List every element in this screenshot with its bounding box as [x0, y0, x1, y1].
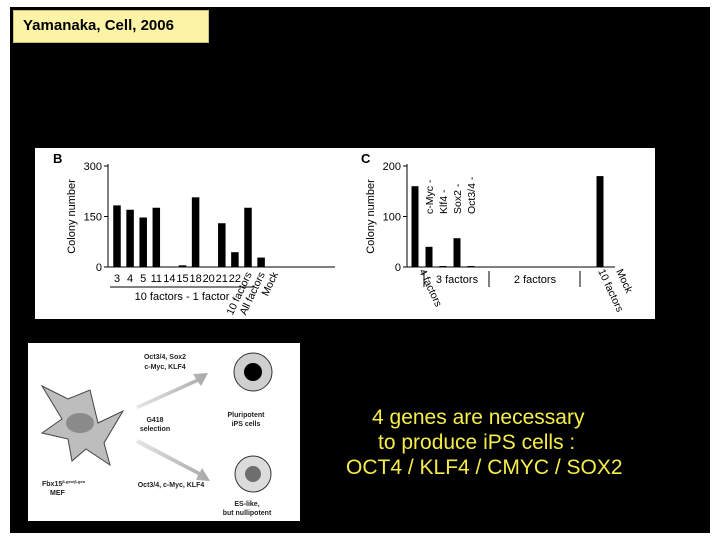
fibroblast-nucleus	[66, 413, 94, 433]
y-tick-label: 150	[84, 212, 102, 224]
selection-line2: selection	[140, 426, 170, 433]
reprogramming-schematic: Oct3/4, Sox2 c-Myc, KLF4 G418 selection …	[28, 343, 300, 521]
bar	[191, 197, 200, 267]
ips-cell-nucleus	[244, 363, 262, 381]
selection-line1: G418	[146, 417, 163, 424]
group-label: 2 factors	[514, 274, 557, 286]
y-tick-label: 100	[383, 212, 401, 224]
y-tick-label: 300	[84, 161, 102, 173]
x-tick-label: 3	[114, 273, 120, 285]
x-tick-label: 21	[216, 273, 228, 285]
bar	[411, 186, 419, 267]
x-tick-label: 14	[163, 273, 175, 285]
citation-text: Yamanaka, Cell, 2006	[23, 17, 174, 34]
bar	[218, 223, 226, 267]
bottom-result-line2: but nullipotent	[223, 510, 272, 517]
bar-chart-panels: B 300 150 0 Colony number 3 4 5 11 14 15 18 20 21 22 10…	[35, 148, 655, 319]
bar-label: Sox2 -	[452, 183, 464, 214]
bar	[231, 252, 239, 267]
panel-label: C	[361, 151, 371, 166]
x-tick-label: 20	[203, 273, 215, 285]
top-arrow	[136, 373, 208, 409]
citation-box: Yamanaka, Cell, 2006	[13, 10, 209, 43]
bar-label: Klf4 -	[438, 189, 450, 214]
top-result-line1: Pluripotent	[228, 412, 266, 419]
bar-chart-svg: B 300 150 0 Colony number 3 4 5 11 14 15 18 20 21 22 10…	[53, 151, 635, 317]
y-tick-label: 0	[395, 262, 401, 274]
y-tick-label: 0	[96, 262, 102, 274]
bottom-factors: Oct3/4, c-Myc, KLF4	[138, 482, 205, 489]
x-tick-label: 18	[189, 273, 201, 285]
bar	[439, 265, 447, 267]
bar	[453, 238, 461, 267]
conclusion-line: to produce iPS cells :	[378, 431, 576, 454]
conclusion-line: 4 genes are necessary	[372, 406, 585, 429]
bottom-result-line1: ES-like,	[234, 501, 259, 508]
cell-type-label: MEF	[50, 490, 66, 497]
bottom-arrow	[136, 439, 210, 481]
bar	[425, 246, 433, 267]
bar	[244, 207, 252, 267]
x-tick-label: 5	[140, 273, 146, 285]
bar-label: c-Myc -	[424, 179, 436, 214]
bar	[178, 265, 187, 267]
x-tick-label: 22	[229, 273, 241, 285]
conclusion-text: 4 genes are necessary to produce iPS cel…	[346, 405, 676, 480]
y-tick-label: 200	[383, 161, 401, 173]
bar	[152, 207, 161, 267]
bar-label: Oct3/4 -	[466, 176, 478, 214]
group-label: 3 factors	[436, 274, 479, 286]
y-axis-label: Colony number	[365, 179, 377, 254]
x-tick-label: 4	[127, 273, 133, 285]
top-result-line2: iPS cells	[232, 421, 261, 428]
x-tick-label: 15	[176, 273, 188, 285]
bar	[467, 265, 475, 267]
es-like-cell-nucleus	[245, 466, 261, 482]
bar	[257, 257, 265, 267]
bar	[113, 205, 121, 267]
bar	[126, 209, 134, 267]
x-tick-label: 11	[151, 273, 162, 285]
conclusion-line: OCT4 / KLF4 / CMYC / SOX2	[346, 456, 623, 479]
schematic-svg: Oct3/4, Sox2 c-Myc, KLF4 G418 selection …	[40, 352, 273, 517]
top-factors-line2: c-Myc, KLF4	[144, 364, 185, 371]
top-factors-line1: Oct3/4, Sox2	[144, 354, 186, 361]
cell-line-label: Fbx15β-geo/β-geo	[42, 479, 86, 488]
y-axis-label: Colony number	[66, 179, 78, 254]
bar	[596, 176, 604, 267]
group-label: 10 factors - 1 factor	[135, 291, 230, 303]
bar	[139, 217, 147, 267]
panel-label: B	[53, 151, 62, 166]
